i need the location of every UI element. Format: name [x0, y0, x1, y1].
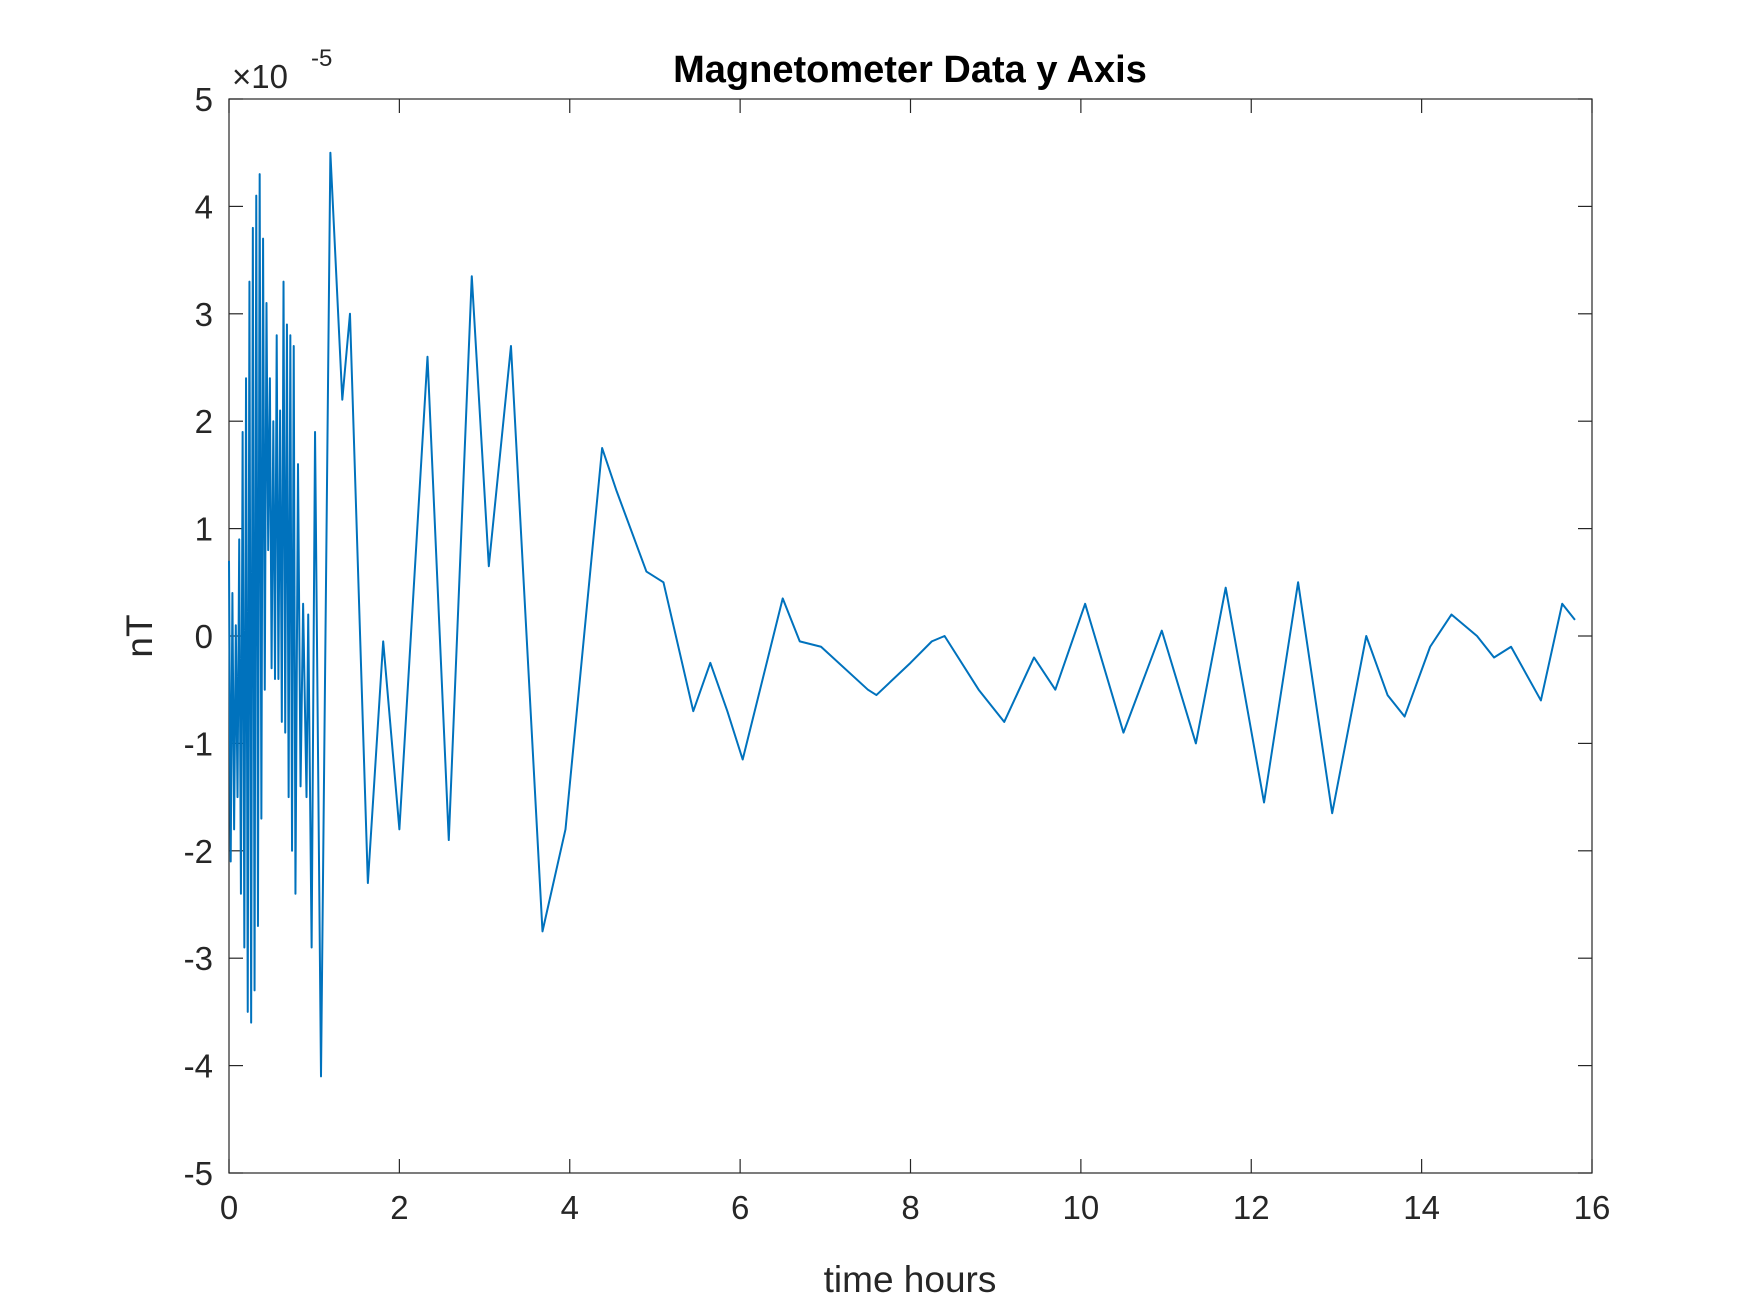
y-axis-label: nT [119, 614, 160, 657]
chart-title: Magnetometer Data y Axis [673, 49, 1147, 91]
data-line [228, 151, 1576, 1078]
y-tick-label: 5 [195, 81, 213, 118]
y-tick-label: -1 [184, 725, 213, 762]
y-tick-label: 1 [195, 511, 213, 548]
x-tick-label: 2 [390, 1189, 408, 1226]
y-tick-label: 3 [195, 296, 213, 333]
x-tick-label: 6 [731, 1189, 749, 1226]
x-tick-label: 14 [1403, 1189, 1440, 1226]
x-tick-label: 10 [1063, 1189, 1100, 1226]
x-axis-label: time hours [824, 1259, 997, 1300]
y-multiplier-exponent: -5 [311, 45, 332, 72]
y-tick-label: -3 [184, 940, 213, 977]
x-tick-label: 8 [901, 1189, 919, 1226]
y-tick-label: -5 [184, 1155, 213, 1192]
x-tick-label: 12 [1233, 1189, 1270, 1226]
y-multiplier: ×10 [232, 58, 288, 95]
y-tick-label: -4 [184, 1048, 213, 1085]
x-tick-label: 4 [561, 1189, 579, 1226]
y-tick-label: 2 [195, 403, 213, 440]
y-tick-label: 0 [195, 618, 213, 655]
x-tick-label: 16 [1574, 1189, 1611, 1226]
y-tick-label: -2 [184, 833, 213, 870]
y-tick-label: 4 [195, 188, 213, 225]
x-tick-label: 0 [220, 1189, 238, 1226]
